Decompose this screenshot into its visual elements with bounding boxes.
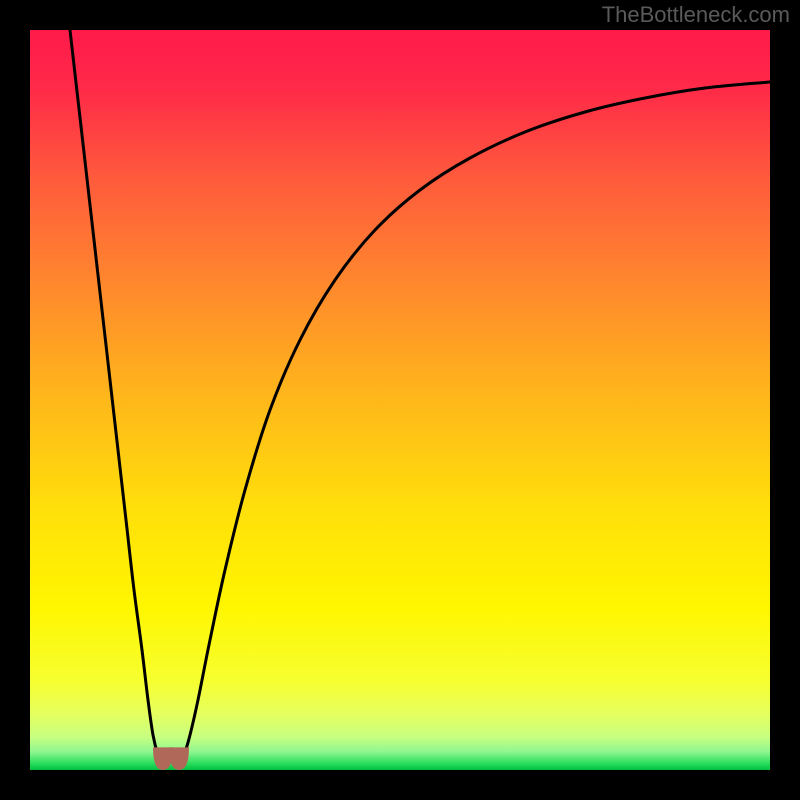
watermark-text: TheBottleneck.com: [602, 2, 790, 28]
bottleneck-chart: [0, 0, 800, 800]
chart-background-gradient: [30, 30, 770, 770]
chart-container: TheBottleneck.com: [0, 0, 800, 800]
